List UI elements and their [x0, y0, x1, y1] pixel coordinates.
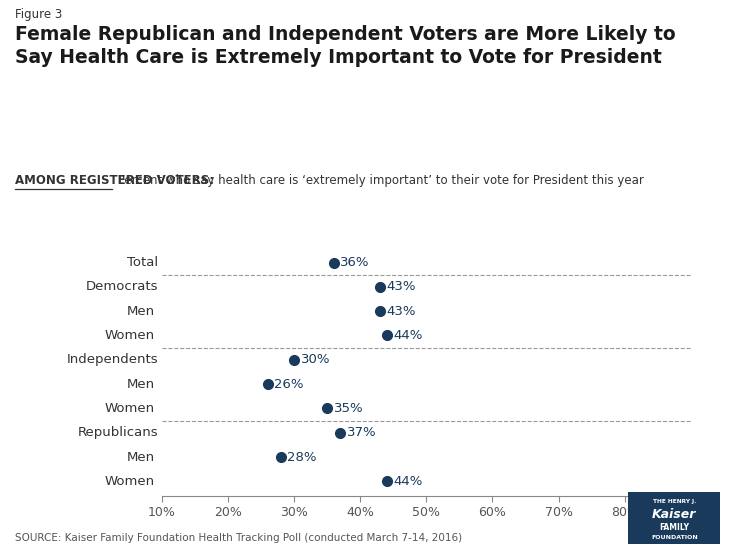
Text: Women: Women: [105, 329, 155, 342]
Text: Kaiser: Kaiser: [652, 508, 697, 521]
Text: 44%: 44%: [393, 475, 423, 488]
Text: 30%: 30%: [301, 353, 330, 366]
Text: Figure 3: Figure 3: [15, 8, 62, 21]
Text: 44%: 44%: [393, 329, 423, 342]
Text: Women: Women: [105, 475, 155, 488]
Text: FAMILY: FAMILY: [659, 523, 689, 532]
Text: Republicans: Republicans: [78, 426, 158, 439]
Text: Independents: Independents: [67, 353, 158, 366]
Text: FOUNDATION: FOUNDATION: [651, 535, 698, 540]
Text: 28%: 28%: [287, 451, 317, 463]
Text: THE HENRY J.: THE HENRY J.: [653, 499, 696, 504]
Text: Democrats: Democrats: [86, 280, 158, 293]
Text: 43%: 43%: [387, 305, 416, 318]
Text: Women: Women: [105, 402, 155, 415]
Text: 26%: 26%: [274, 377, 304, 391]
Text: Female Republican and Independent Voters are More Likely to
Say Health Care is E: Female Republican and Independent Voters…: [15, 25, 675, 67]
Text: Men: Men: [127, 305, 155, 318]
Text: 36%: 36%: [340, 256, 370, 269]
Text: Total: Total: [127, 256, 158, 269]
Text: Percent who say health care is ‘extremely important’ to their vote for President: Percent who say health care is ‘extremel…: [114, 174, 644, 187]
Text: SOURCE: Kaiser Family Foundation Health Tracking Poll (conducted March 7-14, 201: SOURCE: Kaiser Family Foundation Health …: [15, 533, 462, 543]
Text: Men: Men: [127, 377, 155, 391]
Text: 37%: 37%: [347, 426, 376, 439]
Text: 35%: 35%: [334, 402, 363, 415]
Text: 43%: 43%: [387, 280, 416, 293]
Text: AMONG REGISTERED VOTERS:: AMONG REGISTERED VOTERS:: [15, 174, 214, 187]
Text: Men: Men: [127, 451, 155, 463]
